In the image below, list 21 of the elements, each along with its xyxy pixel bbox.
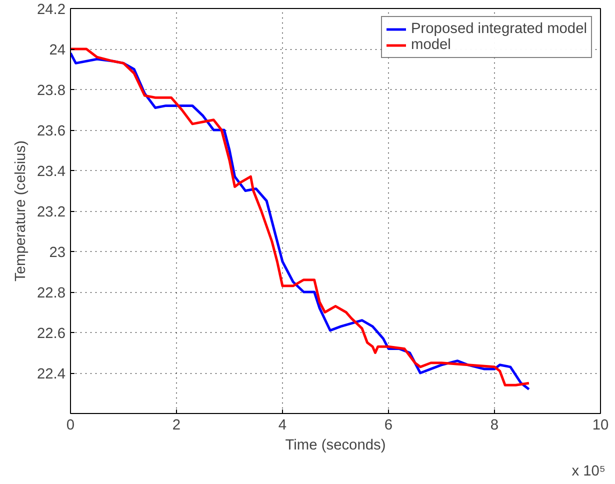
y-tick-label: 24.2 bbox=[36, 2, 66, 18]
legend-label: model bbox=[411, 37, 451, 53]
x-tick-label: 6 bbox=[384, 418, 393, 434]
x-tick-label: 0 bbox=[66, 418, 75, 434]
y-tick-label: 22.8 bbox=[36, 286, 66, 302]
text: x 10⁵ bbox=[572, 464, 606, 480]
x-tick-label: 4 bbox=[278, 418, 287, 434]
y-tick-label: 22.4 bbox=[36, 366, 66, 382]
x-tick-label: 8 bbox=[490, 418, 499, 434]
y-tick-label: 23 bbox=[49, 245, 66, 261]
y-tick-label: 23.4 bbox=[36, 164, 66, 180]
y-tick-label: 24 bbox=[49, 42, 66, 58]
y-tick-label: 22.6 bbox=[36, 326, 66, 342]
x-axis-title: Time (seconds) bbox=[285, 438, 386, 454]
x-tick-label: 10 bbox=[592, 418, 609, 434]
x-tick-label: 2 bbox=[172, 418, 181, 434]
y-axis-title: Temperature (celsius) bbox=[12, 140, 29, 282]
y-tick-label: 23.6 bbox=[36, 124, 66, 140]
legend-label: Proposed integrated model bbox=[411, 21, 587, 37]
y-tick-label: 23.8 bbox=[36, 83, 66, 99]
y-tick-label: 23.2 bbox=[36, 204, 66, 220]
